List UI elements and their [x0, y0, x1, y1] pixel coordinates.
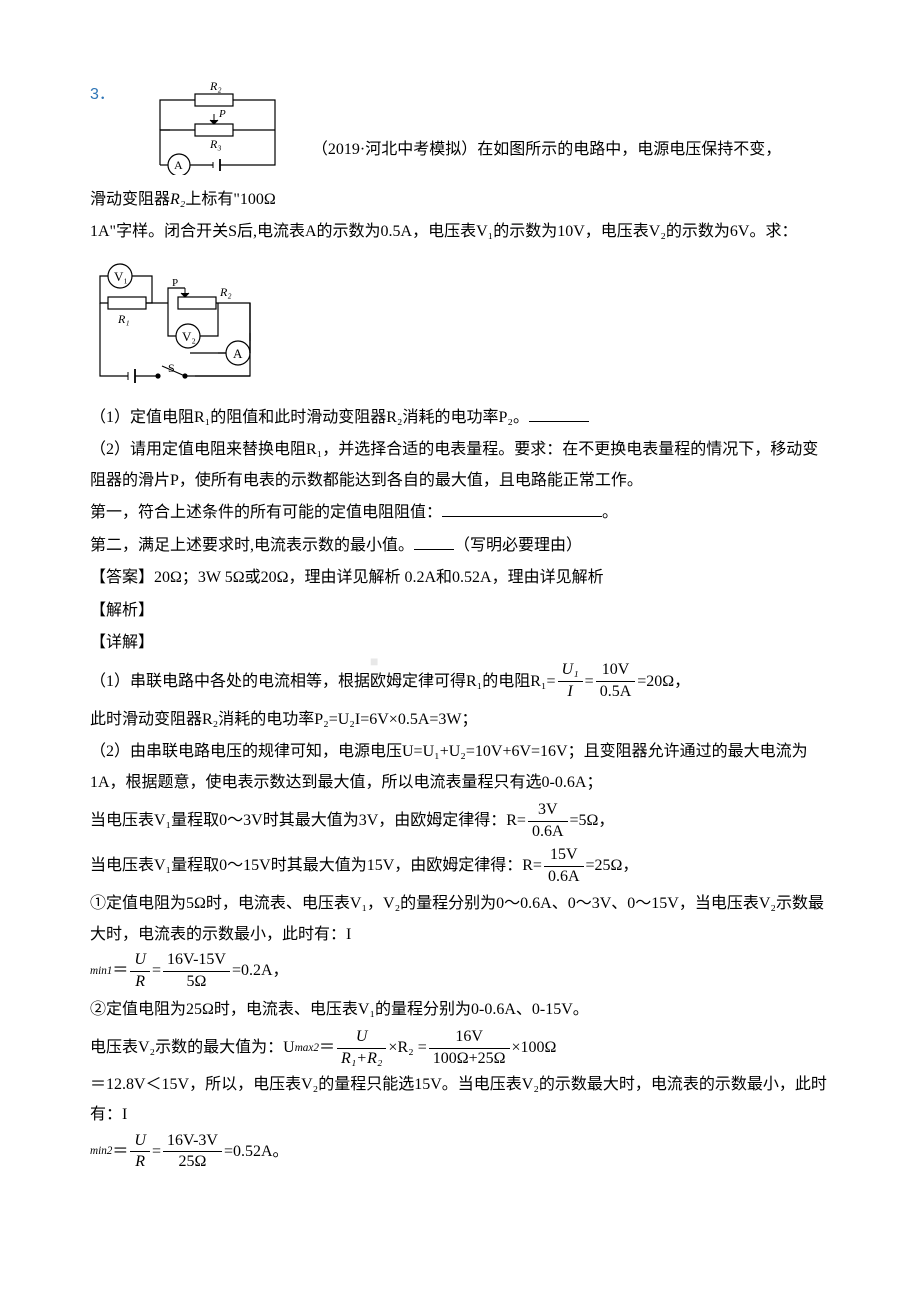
svg-text:A: A [174, 158, 183, 172]
solution-2-line1: （2）由串联电路电压的规律可知，电源电压U=U₁+U₂=10V+6V=16V；且… [90, 737, 830, 798]
svg-text:P: P [172, 277, 178, 289]
question-2: （2）请用定值电阻来替换电阻R₁，并选择合适的电表量程。要求：在不更换电表量程的… [90, 435, 830, 496]
svg-text:A: A [233, 346, 243, 361]
answer-line: 【答案】20Ω；3W 5Ω或20Ω，理由详见解析 0.2A和0.52A，理由详见… [90, 563, 830, 593]
svg-text:R₁: R₁ [117, 312, 130, 326]
svg-text:P: P [218, 108, 226, 120]
fraction-5: U R [130, 950, 150, 993]
svg-text:S: S [168, 361, 175, 375]
detail-label: 【详解】 [90, 628, 830, 658]
solution-1-line2: 此时滑动变阻器R₂消耗的电功率P₂=U₂I=6V×0.5A=3W； [90, 705, 830, 735]
fraction-9: U R [130, 1131, 150, 1174]
line-1: 滑动变阻器R₂上标有"100Ω [90, 185, 830, 215]
fraction-3: 3V 0.6A [528, 800, 568, 843]
svg-text:R₃: R₃ [209, 137, 222, 151]
fraction-4: 15V 0.6A [544, 845, 584, 888]
solution-2-line4: ①定值电阻为5Ω时，电流表、电压表V₁，V₂的量程分别为0～0.6A、0～3V、… [90, 889, 830, 992]
question-1: （1）定值电阻R₁的阻值和此时滑动变阻器R₂消耗的电功率P₂。 [90, 403, 830, 434]
fraction-7: U R₁+R₂ [337, 1027, 386, 1070]
solution-1-line1: （1）串联电路中各处的电流相等，根据欧姆定律可得R₁的电阻R₁= U₁ I = … [90, 660, 690, 703]
fraction-6: 16V-15V 5Ω [163, 950, 230, 993]
question-2-second: 第二，满足上述要求时,电流表示数的最小值。（写明必要理由） [90, 531, 830, 562]
blank-2 [442, 498, 602, 517]
question-2-first: 第一，符合上述条件的所有可能的定值电阻阻值：。 [90, 498, 830, 529]
problem-header: 3． [90, 80, 830, 175]
intro-text: （2019·河北中考模拟）在如图所示的电路中，电源电压保持不变， [312, 80, 781, 165]
solution-2-line2: 当电压表V₁量程取0～3V时其最大值为3V，由欧姆定律得：R= 3V 0.6A … [90, 800, 614, 843]
fraction-10: 16V-3V 25Ω [163, 1131, 222, 1174]
problem-number: 3． [90, 80, 115, 110]
solution-2-line3: 当电压表V₁量程取0～15V时其最大值为15V，由欧姆定律得：R= 15V 0.… [90, 845, 638, 888]
analysis-label: 【解析】 [90, 596, 830, 626]
solution-2-line6: 电压表V₂示数的最大值为：Umax2 ＝ U R₁+R₂ ×R₂ = 16V 1… [90, 1027, 830, 1173]
blank-1 [529, 403, 589, 422]
circuit-diagram-1: R₂ R₃ P A [135, 80, 300, 175]
fraction-8: 16V 100Ω+25Ω [429, 1027, 510, 1070]
svg-text:R₂: R₂ [219, 285, 232, 299]
solution-2-line5: ②定值电阻为25Ω时，电流表、电压表V₁的量程分别为0-0.6A、0-15V。 [90, 995, 830, 1025]
page-content: 3． [90, 80, 830, 1175]
line-2: 1A"字样。闭合开关S后,电流表A的示数为0.5A，电压表V₁的示数为10V，电… [90, 217, 830, 247]
circuit-diagram-2: V₁ V₂ A R₁ R₂ P S [90, 258, 830, 388]
svg-text:V₂: V₂ [182, 329, 196, 344]
fraction-1: U₁ I [558, 660, 583, 703]
blank-3 [414, 531, 454, 550]
svg-text:V₁: V₁ [114, 269, 128, 284]
fraction-2: 10V 0.5A [596, 660, 636, 703]
svg-text:R₂: R₂ [209, 80, 222, 93]
